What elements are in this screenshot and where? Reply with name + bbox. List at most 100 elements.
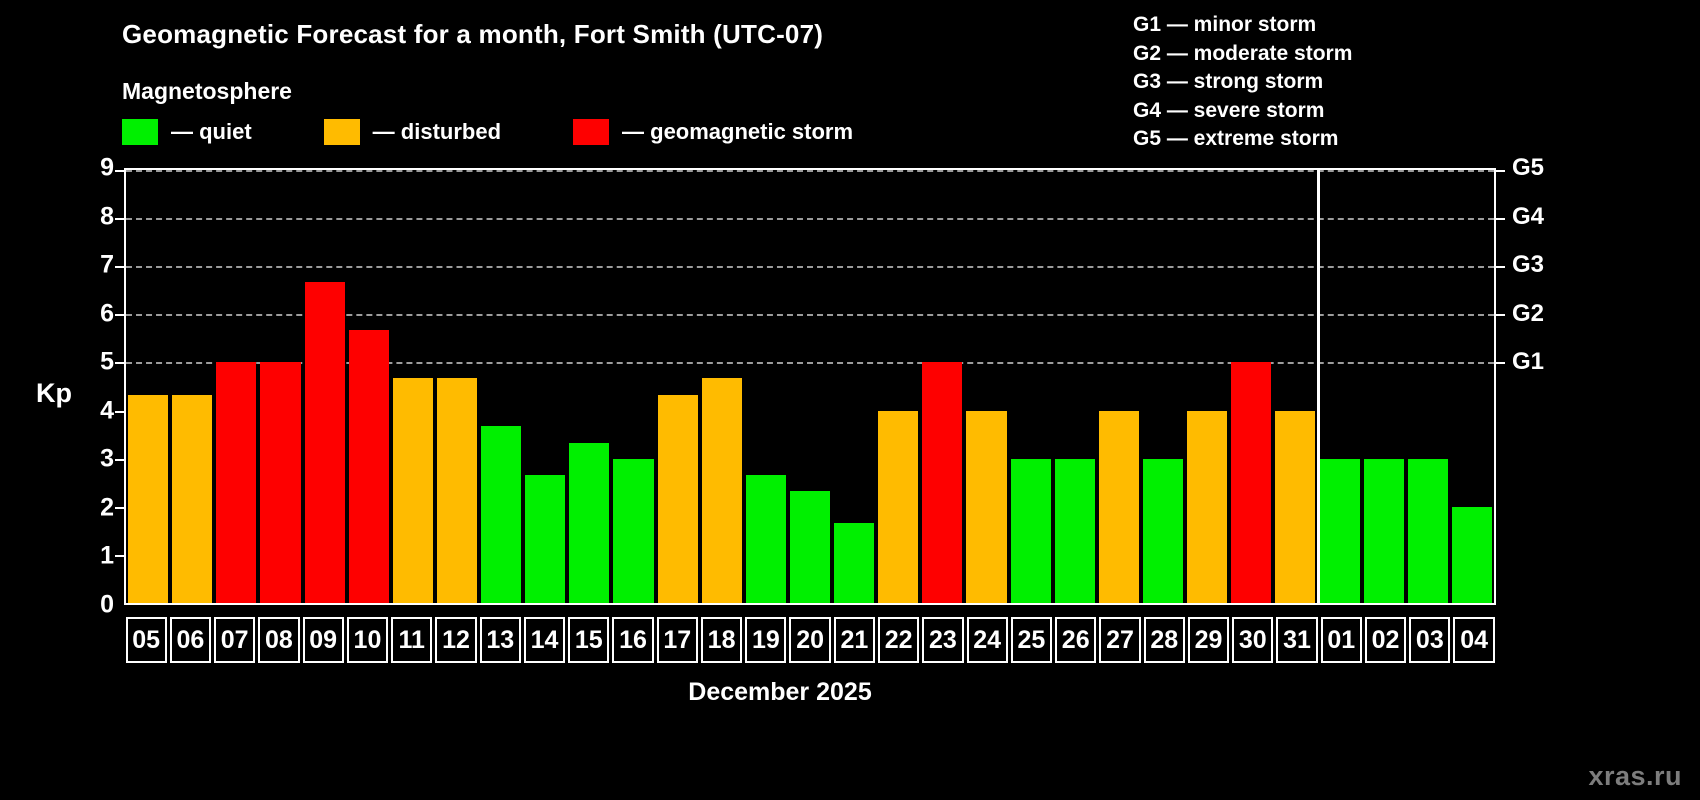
date-label: 25 — [1010, 617, 1053, 663]
kp-bar — [172, 394, 213, 603]
gridline — [126, 362, 1494, 365]
kp-bar — [1231, 362, 1272, 603]
kp-bar — [1275, 410, 1316, 603]
date-label: 31 — [1276, 617, 1318, 663]
kp-bar — [1142, 458, 1183, 603]
legend-item: — geomagnetic storm — [573, 119, 853, 145]
bar-cell — [523, 170, 567, 603]
y-tick-mark — [115, 410, 126, 413]
bar-cell — [391, 170, 435, 603]
g-legend-row: G5 — extreme storm — [1133, 127, 1339, 150]
bar-cell — [1229, 170, 1273, 603]
kp-bar — [1054, 458, 1095, 603]
kp-bar — [1319, 458, 1360, 603]
g-tick-mark — [1494, 170, 1505, 172]
bar-cell — [964, 170, 1008, 603]
bar-series — [126, 170, 1494, 603]
kp-bar — [657, 394, 698, 603]
gridline — [126, 170, 1494, 172]
kp-bar — [260, 362, 301, 603]
bar-cell — [435, 170, 479, 603]
date-label: 04 — [1453, 617, 1495, 663]
date-label: 06 — [169, 617, 212, 663]
bar-cell — [258, 170, 302, 603]
g-axis-labels: G1 G2 G3 G4 G5 — [1512, 154, 1582, 605]
bar-cell — [744, 170, 788, 603]
magnetosphere-legend: Magnetosphere — quiet — disturbed — geomag… — [122, 78, 925, 145]
y-tick-mark — [115, 170, 126, 172]
date-label: 05 — [125, 617, 167, 663]
y-tick-label: 3 — [100, 444, 114, 473]
kp-bar — [1010, 458, 1051, 603]
y-tick-label: 1 — [100, 541, 114, 570]
kp-bar — [878, 410, 919, 603]
kp-bar — [1098, 410, 1139, 603]
bar-cell — [611, 170, 655, 603]
date-label: 30 — [1232, 617, 1274, 663]
g-scale-legend: G1 — minor storm G2 — moderate storm G3 — … — [1133, 11, 1352, 154]
y-tick-mark — [115, 362, 126, 365]
y-tick-label: 8 — [100, 202, 114, 231]
gridline — [126, 218, 1494, 221]
x-axis-title: December 2025 — [688, 678, 872, 706]
kp-bar — [436, 378, 477, 603]
kp-bar — [1407, 458, 1448, 603]
kp-bar — [966, 410, 1007, 603]
y-tick-mark — [115, 458, 126, 461]
legend-heading: Magnetosphere — [122, 78, 292, 104]
bar-cell — [214, 170, 258, 603]
y-tick-mark — [115, 314, 126, 317]
date-label: 12 — [435, 617, 477, 663]
date-label: 02 — [1364, 617, 1407, 663]
g-tick-label: G4 — [1512, 202, 1545, 230]
kp-bar — [789, 490, 830, 603]
legend-item-label: — quiet — [171, 119, 252, 144]
kp-bar — [745, 474, 786, 603]
g-tick-mark — [1494, 314, 1505, 317]
y-tick-label: 6 — [100, 299, 114, 328]
y-tick-mark — [115, 266, 126, 269]
bar-cell — [479, 170, 523, 603]
kp-bar — [1187, 410, 1228, 603]
bar-cell — [1362, 170, 1406, 603]
bar-cell — [876, 170, 920, 603]
bar-cell — [832, 170, 876, 603]
g-tick-mark — [1494, 266, 1505, 269]
g-legend-row: G4 — severe storm — [1133, 98, 1325, 122]
kp-bar — [922, 362, 963, 603]
bar-cell — [1009, 170, 1053, 603]
kp-bar — [1451, 506, 1492, 603]
kp-bar — [613, 458, 654, 603]
legend-item-list: — quiet — disturbed — geomagnetic storm — [122, 119, 925, 145]
y-tick-label: 5 — [100, 347, 114, 376]
date-label: 24 — [966, 617, 1008, 663]
date-label: 27 — [1099, 617, 1141, 663]
legend-item-label: — disturbed — [372, 119, 502, 144]
date-label: 03 — [1409, 617, 1451, 663]
date-label: 20 — [789, 617, 831, 663]
g-tick-label: G5 — [1512, 154, 1545, 181]
forecast-divider-line — [1317, 168, 1321, 605]
legend-color-swatch — [573, 119, 610, 145]
date-axis: 05 06 07 08 09 10 11 12 13 14 15 16 17 18 19 20 21 22 23 24… — [124, 617, 1496, 663]
g-tick-label: G3 — [1512, 251, 1545, 279]
y-axis-title: Kp — [36, 378, 72, 408]
bar-cell — [347, 170, 391, 603]
y-tick-mark — [115, 554, 126, 557]
y-tick-label: 9 — [100, 153, 114, 182]
g-tick-mark — [1494, 218, 1505, 221]
kp-bar — [216, 362, 257, 603]
bar-cell — [1141, 170, 1185, 603]
plot-area — [115, 168, 1505, 605]
y-tick-mark — [115, 218, 126, 221]
date-label: 17 — [656, 617, 698, 663]
date-label: 26 — [1055, 617, 1097, 663]
date-label: 22 — [878, 617, 920, 663]
g-tick-mark — [1494, 362, 1505, 365]
bar-cell — [700, 170, 744, 603]
bar-cell — [920, 170, 964, 603]
date-label: 09 — [302, 617, 344, 663]
gridline — [126, 314, 1494, 317]
g-legend-row: G1 — minor storm — [1133, 13, 1317, 36]
date-label: 07 — [214, 617, 256, 663]
